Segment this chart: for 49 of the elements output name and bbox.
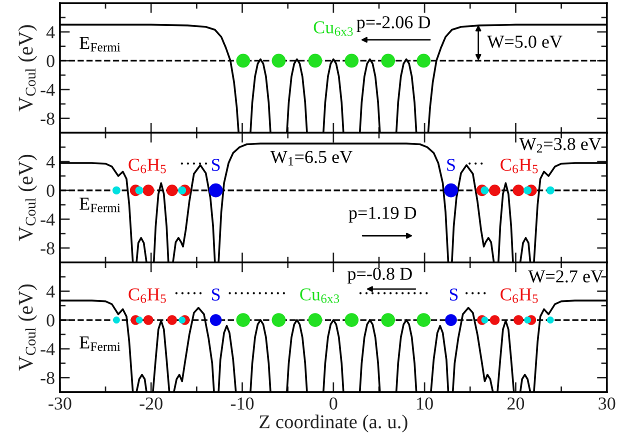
y-tick-label: 4 <box>46 26 55 38</box>
y-tick-label: -8 <box>40 112 54 125</box>
annotation: p=-0.8 D <box>348 268 412 284</box>
x-tick-label: -10 <box>230 397 254 410</box>
annotation: Cu$_{6x3}$ <box>300 288 340 303</box>
annotation: W=2.7 eV <box>528 270 604 283</box>
annotation: ····· <box>180 162 208 165</box>
annotation: E$_{Fermi}$ <box>80 37 120 52</box>
annotation: p=-2.06 D <box>356 16 430 32</box>
y-tick-label: -4 <box>40 214 55 226</box>
annotation: S <box>450 288 458 301</box>
x-tick-label: 20 <box>507 397 524 410</box>
annotation: W=5.0 eV <box>487 36 562 48</box>
x-tick-label: -20 <box>140 397 162 410</box>
annotation: ···· <box>466 292 486 294</box>
annotation: C$_{6}$H$_{5}$ <box>128 288 166 303</box>
annotation: S <box>212 288 220 301</box>
x-tick-label: 30 <box>598 397 616 410</box>
annotation: E$_{Fermi}$ <box>80 336 120 351</box>
y-tick-label: -8 <box>40 372 54 384</box>
annotation: ····· <box>175 292 202 294</box>
annotation: S <box>212 158 220 171</box>
y-tick-label: 0 <box>46 184 54 197</box>
annotation: C$_{6}$H$_{5}$ <box>500 158 538 174</box>
x-tick-label: 10 <box>417 397 433 410</box>
annotation: ············ <box>359 292 428 294</box>
annotation: E$_{Fermi}$ <box>80 198 120 212</box>
annotation: C$_{6}$H$_{5}$ <box>500 288 538 303</box>
x-tick-label: 0 <box>330 397 338 410</box>
y-tick-label: 0 <box>46 54 54 68</box>
y-tick-label: 4 <box>46 286 55 298</box>
y-axis-title: V$_{Coul}$ (eV) <box>18 25 37 112</box>
annotation: Cu$_{6x3}$ <box>314 21 353 36</box>
y-axis-title: V$_{Coul}$ (eV) <box>18 154 37 242</box>
annotation: ·········· <box>228 292 285 294</box>
annotation: C$_{6}$H$_{5}$ <box>128 158 166 174</box>
annotation: W$_{1}$=6.5 eV <box>270 150 352 166</box>
y-tick-label: -4 <box>40 343 55 356</box>
annotation: p=1.19 D <box>348 206 416 223</box>
annotation: W$_{2}$=3.8 eV <box>519 138 602 152</box>
y-tick-label: 0 <box>46 314 54 326</box>
x-axis-title: Z coordinate (a. u.) <box>260 414 408 432</box>
x-tick-label: -30 <box>48 397 72 410</box>
y-axis-title: V$_{Coul}$ (eV) <box>18 284 37 371</box>
y-tick-label: -8 <box>40 242 54 254</box>
annotation: ··· <box>468 162 483 165</box>
y-tick-label: 4 <box>46 156 55 168</box>
y-tick-label: -4 <box>40 84 55 96</box>
annotation: S <box>447 158 455 171</box>
